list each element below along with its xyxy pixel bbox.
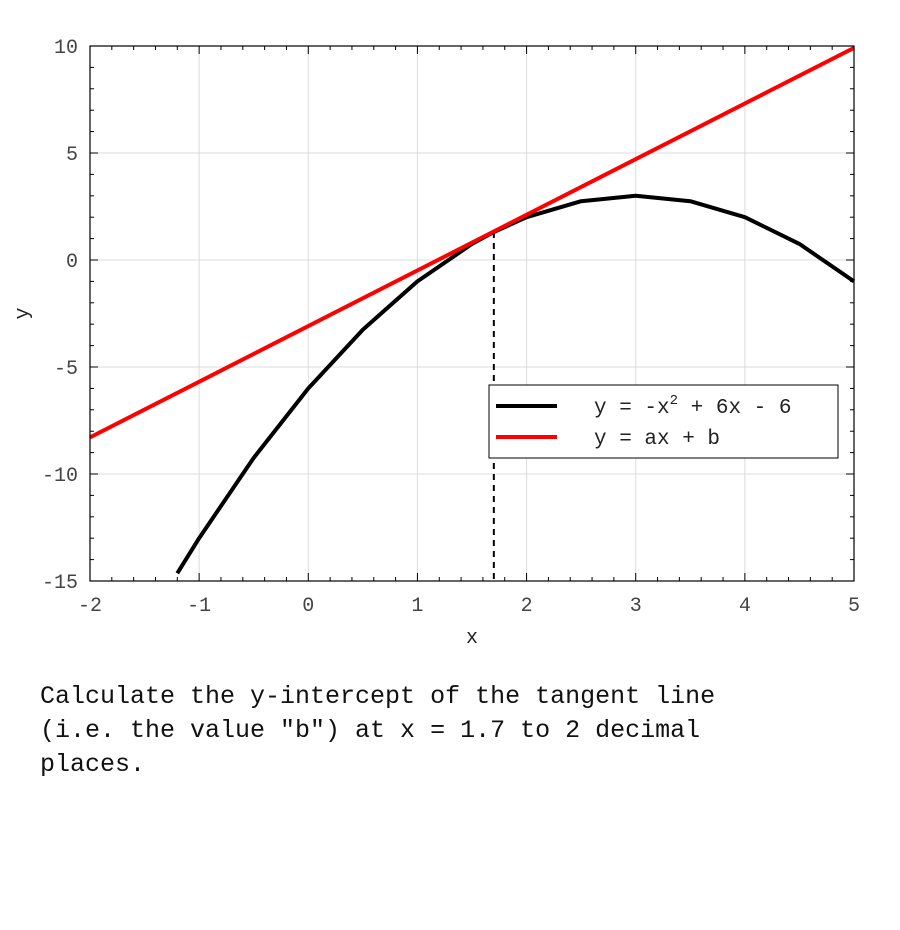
plot-frame [89,45,855,582]
y-tick-label: 5 [66,144,78,167]
question-text: Calculate the y-intercept of the tangent… [40,682,716,779]
grid [89,45,855,582]
y-tick-label: 0 [66,251,78,274]
y-tick-label: -15 [42,572,78,595]
x-tick-label: -2 [78,595,102,618]
x-tick-label: 4 [739,595,751,618]
legend-label-exponent: 2 [670,393,678,409]
x-tick-label: 2 [521,595,533,618]
series-line-tangent [89,46,855,440]
x-tick-label: 5 [848,595,860,618]
legend-label-tangent: y = ax + b [594,428,720,451]
minor-ticks [89,45,855,582]
y-axis-label: y [12,307,35,319]
legend-box [488,384,839,459]
x-tick-label: 3 [630,595,642,618]
y-tick-label: 10 [54,37,78,60]
legend-label-prefix: y = -x [594,397,670,420]
series-layer [89,46,856,581]
y-tick-label: -5 [54,358,78,381]
x-tick-label: 1 [411,595,423,618]
legend: y = -x2 + 6x - 6 y = ax + b [488,384,839,459]
x-axis-label: x [466,627,478,650]
legend-label-suffix: + 6x - 6 [678,397,791,420]
x-tick-label: -1 [187,595,211,618]
legend-label-parabola: y = -x2 + 6x - 6 [594,393,791,420]
y-tick-label: -10 [42,465,78,488]
x-tick-label: 0 [302,595,314,618]
